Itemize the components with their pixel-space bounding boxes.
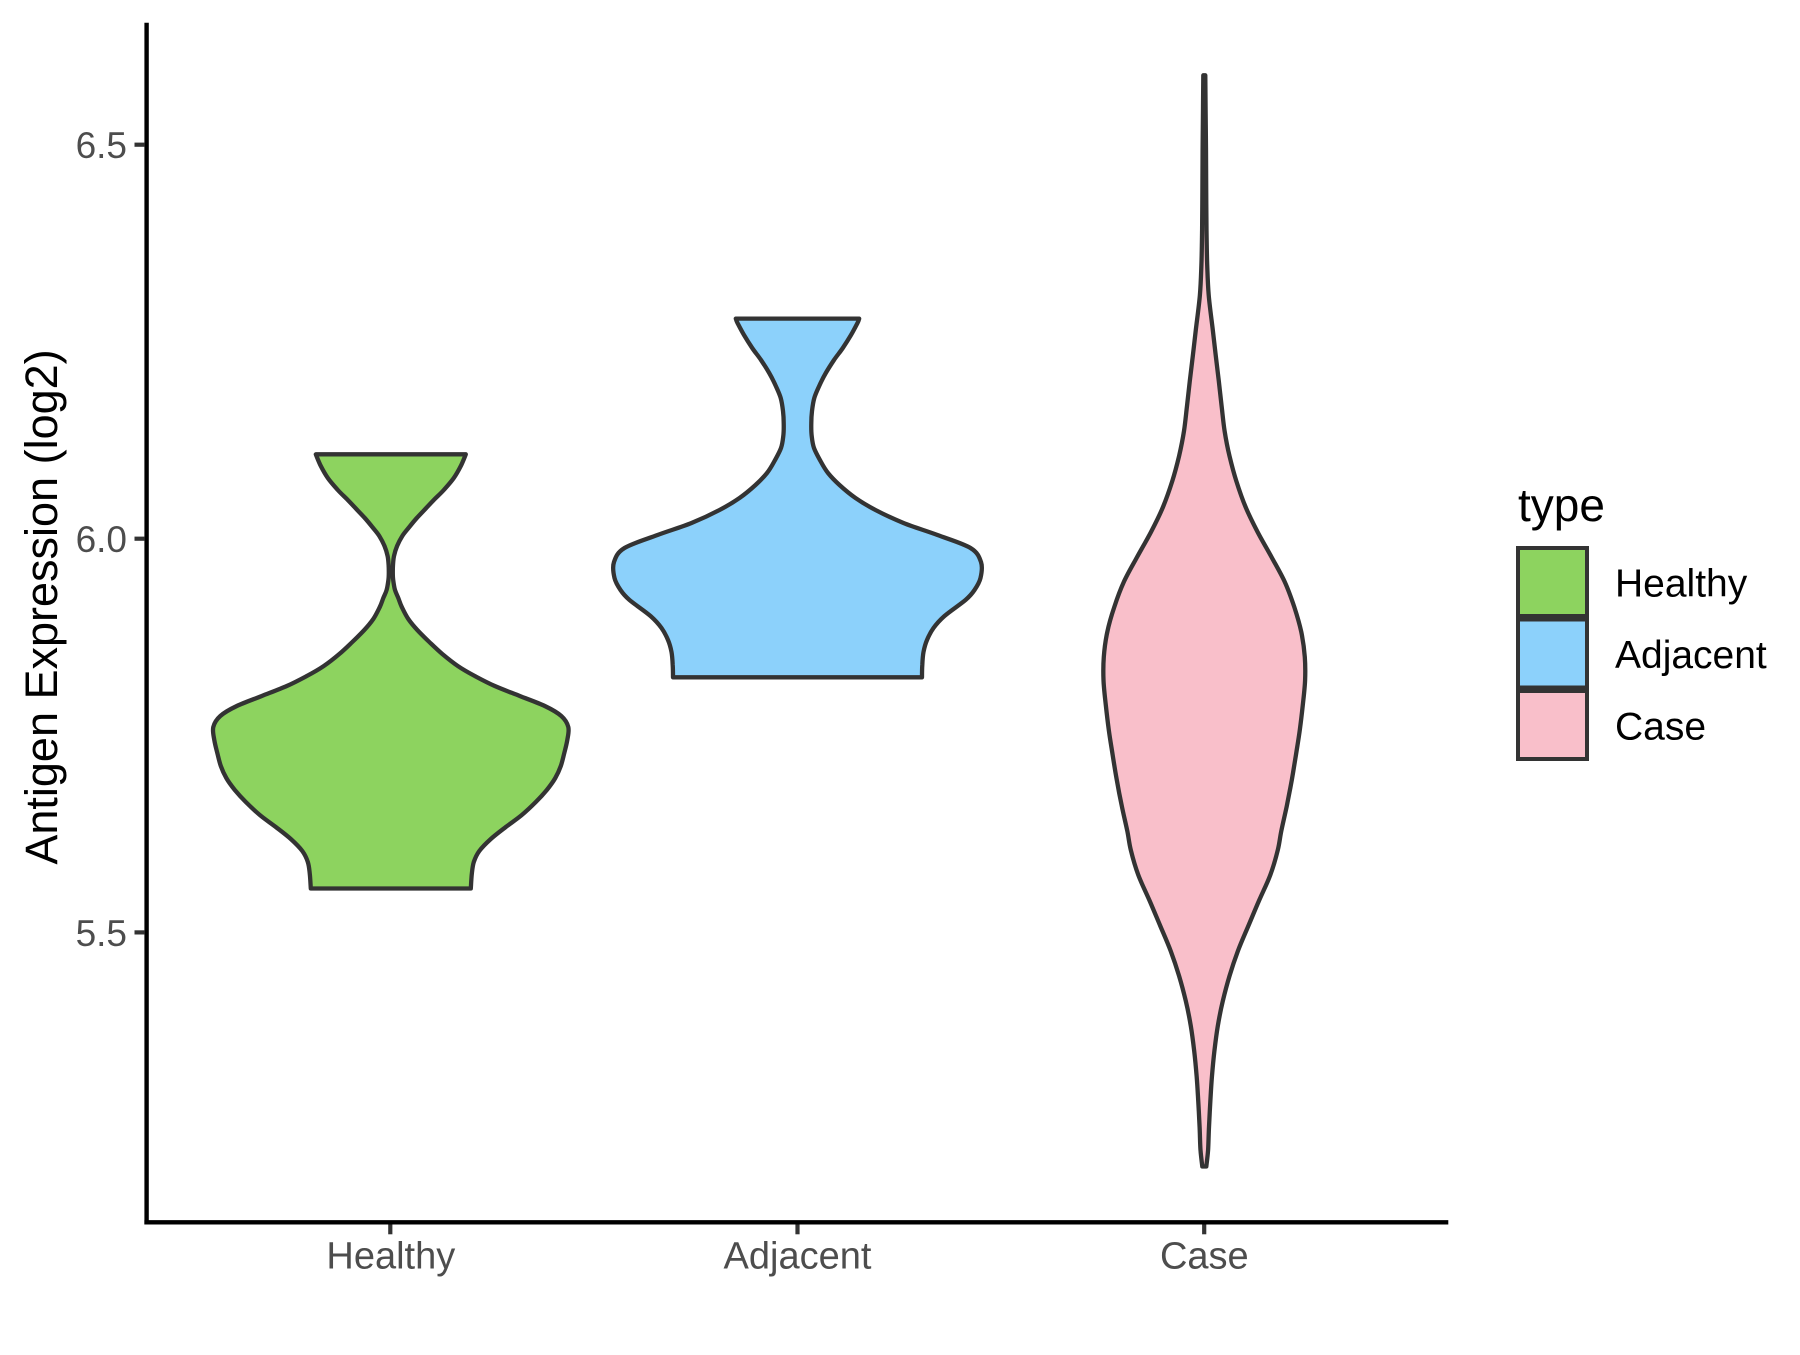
- svg-text:Antigen Expression (log2): Antigen Expression (log2): [16, 349, 67, 864]
- svg-text:Case: Case: [1160, 1236, 1249, 1278]
- svg-text:Adjacent: Adjacent: [724, 1236, 872, 1278]
- svg-text:5.5: 5.5: [76, 913, 127, 954]
- svg-text:Adjacent: Adjacent: [1615, 634, 1767, 677]
- svg-text:Healthy: Healthy: [326, 1236, 455, 1278]
- svg-text:Case: Case: [1615, 705, 1706, 748]
- svg-text:Healthy: Healthy: [1615, 562, 1748, 605]
- svg-text:6.5: 6.5: [76, 125, 127, 166]
- svg-text:6.0: 6.0: [76, 519, 127, 560]
- svg-text:type: type: [1518, 479, 1605, 531]
